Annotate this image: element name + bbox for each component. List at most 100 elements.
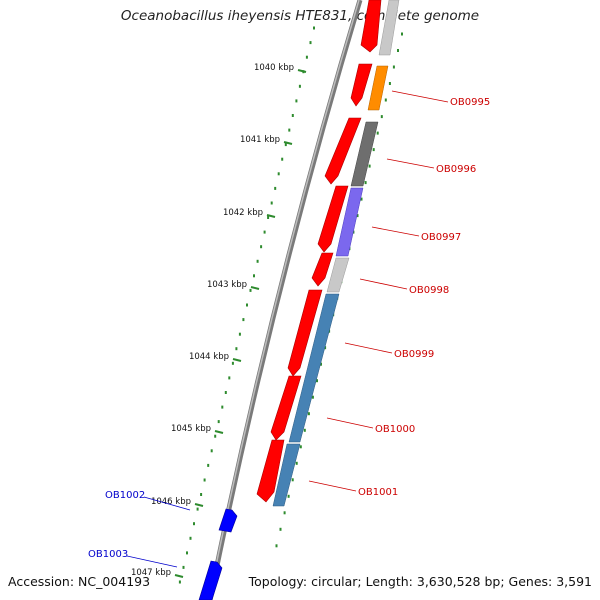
kbp-label: 1044 kbp xyxy=(189,352,229,362)
minor-tick xyxy=(263,230,266,234)
gene-arrow[interactable] xyxy=(270,375,302,441)
gene-label-ob0999[interactable]: OB0999 xyxy=(394,349,434,360)
gene-arrow[interactable] xyxy=(218,508,238,533)
minor-tick xyxy=(217,420,220,424)
minor-tick xyxy=(203,478,206,482)
minor-tick xyxy=(307,412,310,416)
gene-arrow[interactable] xyxy=(198,560,223,600)
minor-tick xyxy=(299,445,302,449)
gene-arrow[interactable] xyxy=(256,439,285,503)
kbp-label: 1045 kbp xyxy=(171,424,211,434)
minor-tick xyxy=(311,395,314,399)
minor-tick xyxy=(283,511,286,515)
minor-tick xyxy=(260,245,263,249)
label-leader-line xyxy=(344,342,393,354)
minor-tick xyxy=(221,405,224,409)
minor-tick xyxy=(270,201,273,205)
accession-text: Accession: NC_004193 xyxy=(8,574,151,589)
minor-tick xyxy=(274,186,277,190)
label-leader-line xyxy=(359,278,408,290)
gene-cog-bar[interactable] xyxy=(335,187,364,257)
minor-tick xyxy=(305,55,308,59)
kbp-tick xyxy=(194,503,204,507)
minor-tick xyxy=(388,82,391,85)
minor-tick xyxy=(298,84,301,88)
label-leader-line xyxy=(326,417,374,429)
minor-tick xyxy=(228,376,231,380)
minor-tick xyxy=(295,461,298,465)
minor-tick xyxy=(401,32,403,36)
minor-tick xyxy=(189,536,192,540)
minor-tick xyxy=(303,428,306,432)
minor-tick xyxy=(207,463,210,467)
minor-tick xyxy=(246,303,248,307)
minor-tick xyxy=(313,26,315,30)
minor-tick xyxy=(309,41,312,45)
gene-label-ob1000[interactable]: OB1000 xyxy=(375,424,415,435)
minor-tick xyxy=(214,434,217,438)
minor-tick xyxy=(380,115,383,119)
minor-tick xyxy=(277,172,280,176)
minor-tick xyxy=(210,449,213,453)
minor-tick xyxy=(267,216,270,219)
gene-label-ob1003[interactable]: OB1003 xyxy=(88,549,128,560)
minor-tick xyxy=(231,361,234,365)
minor-tick xyxy=(320,362,322,366)
kbp-label: 1040 kbp xyxy=(254,63,294,73)
label-leader-line xyxy=(386,158,435,169)
kbp-tick xyxy=(297,69,307,73)
gene-cog-bar[interactable] xyxy=(350,121,379,187)
minor-tick xyxy=(372,148,375,152)
kbp-label: 1041 kbp xyxy=(240,135,280,145)
minor-tick xyxy=(178,580,181,584)
gene-label-ob0997[interactable]: OB0997 xyxy=(421,232,461,243)
label-leader-line xyxy=(143,496,191,511)
minor-tick xyxy=(182,565,185,569)
minor-tick xyxy=(287,494,290,498)
gene-arrow[interactable] xyxy=(317,185,349,253)
minor-tick xyxy=(376,131,379,135)
gene-cog-bar[interactable] xyxy=(272,443,301,507)
gene-label-ob1001[interactable]: OB1001 xyxy=(358,487,398,498)
kbp-label: 1042 kbp xyxy=(223,208,263,218)
minor-tick xyxy=(253,274,255,278)
gene-label-ob0998[interactable]: OB0998 xyxy=(409,285,449,296)
label-leader-line xyxy=(308,480,357,492)
kbp-label: 1046 kbp xyxy=(151,497,191,507)
minor-tick xyxy=(275,544,278,548)
gene-label-ob0995[interactable]: OB0995 xyxy=(450,97,490,108)
gene-arrow[interactable] xyxy=(311,252,334,287)
minor-tick xyxy=(384,98,387,102)
kbp-tick xyxy=(250,286,260,290)
dotted-tick-track-inner xyxy=(178,26,315,584)
gene-cog-bar[interactable] xyxy=(326,257,350,293)
minor-tick xyxy=(288,128,291,132)
minor-tick xyxy=(224,391,227,394)
minor-tick xyxy=(281,157,284,161)
kbp-tick xyxy=(232,358,242,362)
minor-tick xyxy=(256,259,259,263)
gene-cog-bar[interactable] xyxy=(367,65,389,111)
topology-summary: Topology: circular; Length: 3,630,528 bp… xyxy=(248,574,592,589)
gene-label-ob1002[interactable]: OB1002 xyxy=(105,490,145,501)
gene-arrow[interactable] xyxy=(360,0,382,53)
minor-tick xyxy=(295,99,298,103)
gene-arrow[interactable] xyxy=(324,117,362,185)
gene-arrow[interactable] xyxy=(287,289,323,377)
cog-category-track xyxy=(272,0,400,507)
kbp-tick xyxy=(174,574,184,578)
gene-arrow[interactable] xyxy=(350,63,373,107)
minor-tick xyxy=(360,197,363,201)
minor-tick xyxy=(200,493,203,496)
minor-tick xyxy=(193,522,195,526)
minor-tick xyxy=(249,288,252,292)
gene-label-ob0996[interactable]: OB0996 xyxy=(436,164,476,175)
minor-tick xyxy=(279,527,282,531)
kbp-tick-group: 1040 kbp 1041 kbp 1042 kbp 1043 kbp 1044 kbp… xyxy=(131,63,307,578)
gene-cog-bar[interactable] xyxy=(378,0,400,56)
kbp-tick xyxy=(283,141,293,145)
label-leader-line xyxy=(126,555,178,568)
gene-cog-bar[interactable] xyxy=(288,293,340,443)
